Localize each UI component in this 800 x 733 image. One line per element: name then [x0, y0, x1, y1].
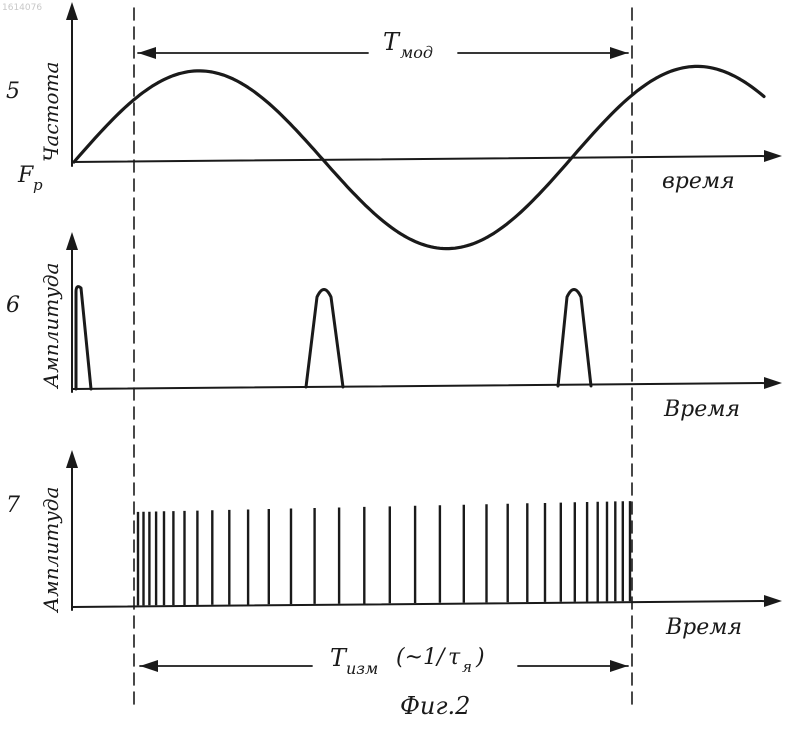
panel6-pulse-1 — [76, 287, 91, 389]
panel7-impulse-train — [138, 501, 630, 605]
tmod-subscript: мод — [400, 43, 433, 62]
panel5-number: 5 — [6, 79, 20, 104]
tmod-label: T — [383, 28, 401, 56]
panel5-y-arrowhead — [66, 2, 78, 20]
tizm-paren-close: ) — [475, 645, 485, 670]
panel6-ylabel: Амплитуда — [39, 263, 63, 390]
panel5-x-axis — [72, 156, 770, 162]
panel6-pulse-2 — [306, 290, 343, 388]
panel6-number: 6 — [6, 293, 20, 318]
panel6-x-arrowhead — [764, 377, 782, 389]
tizm-arrowhead-left — [140, 660, 158, 672]
panel5-xlabel: время — [662, 169, 735, 194]
panel7-ylabel: Амплитуда — [39, 487, 63, 614]
panel6-xlabel: Время — [663, 397, 740, 422]
tizm-paren-expression: (~1/ — [396, 645, 447, 670]
tau-symbol: τ — [448, 645, 461, 670]
panel6-pulse-3 — [558, 290, 591, 387]
panel5-origin-subscript: р — [33, 176, 43, 194]
panel6-x-axis — [72, 383, 770, 389]
tmod-dimension: T мод — [138, 28, 628, 62]
panel7-xlabel: Время — [665, 615, 742, 640]
panel-6: 6 Амплитуда Время — [6, 232, 782, 422]
tizm-dimension: T изм (~1/ τ я ) — [140, 644, 628, 678]
panel7-number: 7 — [6, 493, 20, 518]
panel-7: 7 Амплитуда Время — [6, 450, 782, 640]
tmod-arrowhead-left — [138, 47, 156, 59]
figure-caption: Фиг.2 — [400, 692, 470, 720]
panel5-x-arrowhead — [764, 150, 782, 162]
tizm-arrowhead-right — [610, 660, 628, 672]
panel7-x-arrowhead — [764, 595, 782, 607]
tizm-subscript: изм — [346, 659, 378, 678]
tmod-arrowhead-right — [610, 47, 628, 59]
watermark-text: 1614076 — [2, 3, 42, 13]
panel5-origin-label: F — [17, 163, 34, 188]
tizm-paren-subscript: я — [462, 658, 472, 676]
panel5-ylabel: Частота — [39, 62, 63, 162]
panel7-x-axis — [72, 601, 770, 607]
panel6-y-arrowhead — [66, 232, 78, 250]
panel7-y-arrowhead — [66, 450, 78, 468]
